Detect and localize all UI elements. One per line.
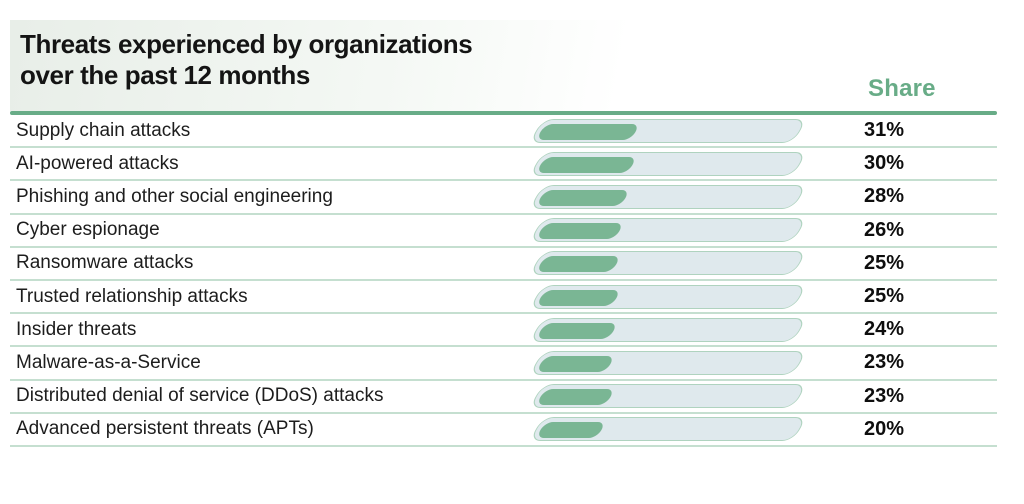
share-bar-fill xyxy=(536,255,622,272)
threat-label: Malware-as-a-Service xyxy=(16,351,201,373)
share-bar-track xyxy=(529,184,807,209)
share-bar-fill xyxy=(536,222,625,239)
share-bar-track xyxy=(529,417,807,442)
share-value: 26% xyxy=(864,218,905,241)
threat-label: Supply chain attacks xyxy=(16,119,191,141)
share-bar-fill xyxy=(536,156,638,173)
share-column-header: Share xyxy=(868,75,936,102)
share-bar xyxy=(510,417,807,442)
share-bar xyxy=(510,284,807,309)
threat-rows: Supply chain attacks 31% AI-powered atta… xyxy=(10,115,997,447)
share-bar xyxy=(510,350,807,375)
table-row: Distributed denial of service (DDoS) att… xyxy=(10,381,997,414)
share-bar-fill xyxy=(536,322,619,339)
table-row: Trusted relationship attacks 25% xyxy=(10,281,997,315)
threats-chart-card: Threats experienced by organizations ove… xyxy=(10,20,997,447)
share-bar-track xyxy=(529,218,807,243)
share-bar-track xyxy=(529,317,807,342)
table-row: Insider threats 24% xyxy=(10,314,997,348)
share-bar-fill xyxy=(536,388,616,405)
table-row: Cyber espionage 26% xyxy=(10,215,997,248)
threat-label: Trusted relationship attacks xyxy=(16,285,248,307)
share-bar xyxy=(510,384,807,409)
share-value: 23% xyxy=(864,384,905,407)
page-title-line1: Threats experienced by organizations xyxy=(20,29,473,59)
share-value: 24% xyxy=(864,318,905,341)
share-value: 30% xyxy=(864,152,905,175)
share-bar-track xyxy=(529,384,807,409)
share-bar-fill xyxy=(536,289,622,306)
chart-header: Threats experienced by organizations ove… xyxy=(10,20,997,111)
share-bar xyxy=(510,218,807,243)
table-row: Advanced persistent threats (APTs) 20% xyxy=(10,414,997,447)
table-row: Ransomware attacks 25% xyxy=(10,248,997,281)
share-bar xyxy=(510,317,807,342)
share-bar xyxy=(510,118,807,143)
share-value: 31% xyxy=(864,119,905,142)
share-bar xyxy=(510,184,807,209)
share-value: 20% xyxy=(864,417,905,440)
share-value: 28% xyxy=(864,185,905,208)
share-value: 25% xyxy=(864,251,905,274)
share-bar-fill xyxy=(536,189,631,206)
threat-label: Distributed denial of service (DDoS) att… xyxy=(16,385,384,407)
share-value: 25% xyxy=(864,285,905,308)
share-bar-track xyxy=(529,151,807,176)
share-bar-track xyxy=(529,118,807,143)
threat-label: Ransomware attacks xyxy=(16,252,194,274)
share-bar-fill xyxy=(536,123,641,140)
table-row: Malware-as-a-Service 23% xyxy=(10,347,997,381)
threat-label: Cyber espionage xyxy=(16,219,160,241)
share-bar xyxy=(510,151,807,176)
share-value: 23% xyxy=(864,351,905,374)
table-row: Phishing and other social engineering 28… xyxy=(10,181,997,215)
table-row: AI-powered attacks 30% xyxy=(10,148,997,182)
share-bar-fill xyxy=(536,421,607,438)
page-title: Threats experienced by organizations ove… xyxy=(10,20,997,90)
share-bar-fill xyxy=(536,355,616,372)
share-bar-track xyxy=(529,350,807,375)
page-title-line2: over the past 12 months xyxy=(20,59,310,90)
share-bar xyxy=(510,251,807,276)
threat-label: Phishing and other social engineering xyxy=(16,185,333,207)
threat-label: Advanced persistent threats (APTs) xyxy=(16,418,314,440)
share-bar-track xyxy=(529,284,807,309)
header-divider xyxy=(10,111,997,115)
threat-label: AI-powered attacks xyxy=(16,152,179,174)
share-bar-track xyxy=(529,251,807,276)
threat-label: Insider threats xyxy=(16,318,137,340)
table-row: Supply chain attacks 31% xyxy=(10,115,997,149)
